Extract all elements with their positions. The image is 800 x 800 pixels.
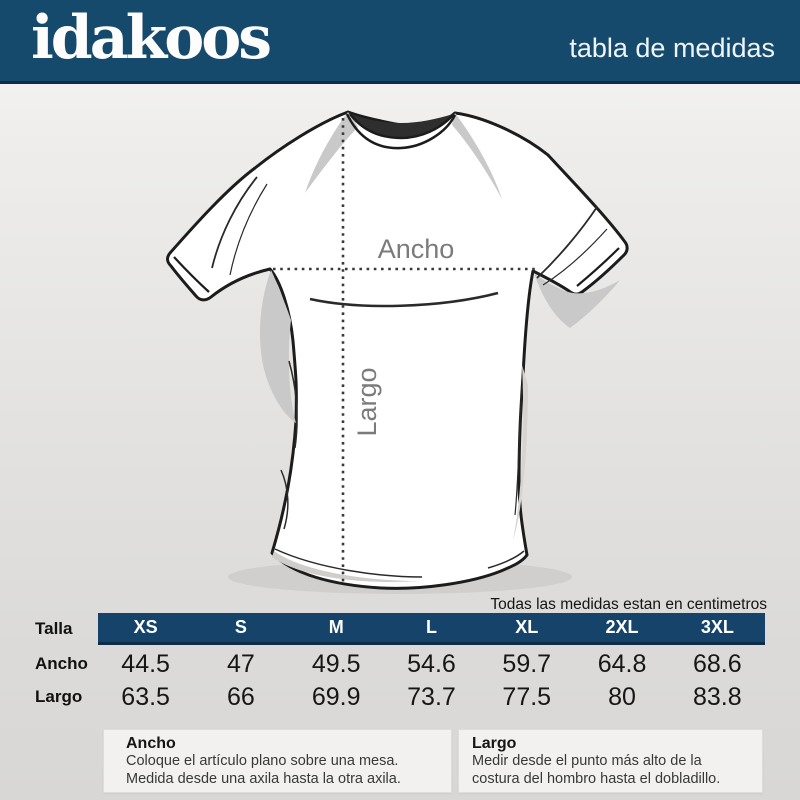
brand-logo: idakoos (31, 3, 272, 73)
largo-definition-line1: Medir desde el punto más alto de la (472, 753, 702, 769)
table-row-label-ancho: Ancho (35, 654, 88, 673)
size-header-3xl: 3XL (700, 617, 734, 637)
table-row-label-largo: Largo (35, 687, 83, 706)
ancho-definition-line1: Coloque el artículo plano sobre una mesa… (126, 753, 399, 769)
collar-band-line (345, 113, 457, 150)
largo-definition-title: Largo (472, 735, 517, 752)
largo-value: 66 (227, 683, 255, 711)
shirt-wrinkles (211, 176, 608, 578)
largo-value: 80 (608, 683, 636, 711)
largo-value: 63.5 (121, 683, 170, 711)
width-dimension-label: Ancho (377, 234, 455, 264)
ancho-value: 68.6 (692, 650, 742, 678)
tshirt-outline (166, 110, 629, 590)
units-note: Todas las medidas estan en centimetros (490, 596, 767, 613)
ancho-definition-box: Ancho Coloque el artículo plano sobre un… (103, 729, 452, 793)
size-header-xs: XS (133, 617, 158, 637)
size-header-2xl: 2XL (605, 617, 639, 637)
ancho-value: 44.5 (121, 650, 170, 678)
left-cuff-seam (173, 256, 210, 293)
size-table-header-row: XS S M L XL 2XL 3XL (98, 613, 765, 645)
ancho-value: 49.5 (311, 650, 361, 678)
tshirt-diagram (166, 110, 629, 594)
ancho-definition-title: Ancho (126, 735, 176, 752)
right-cuff-seam (576, 247, 620, 287)
size-header-xl: XL (515, 617, 539, 637)
table-row-largo: 63.5 66 69.9 73.7 77.5 80 83.8 (98, 681, 765, 713)
largo-definition-line2: costura del hombro hasta el dobladillo. (472, 770, 721, 787)
shirt-shading (259, 112, 620, 582)
ancho-value: 59.7 (502, 650, 552, 678)
table-row-ancho: 44.5 47 49.5 54.6 59.7 64.8 68.6 (98, 648, 765, 680)
page-title: tabla de medidas (569, 33, 775, 63)
size-header-l: L (425, 617, 437, 637)
ancho-value: 54.6 (407, 650, 456, 678)
ancho-value: 47 (227, 650, 255, 678)
length-dimension-label: Largo (352, 367, 382, 437)
largo-definition-box: Largo Medir desde el punto más alto de l… (458, 729, 763, 793)
size-header-m: M (328, 617, 344, 637)
ancho-definition-line2: Medida desde una axila hasta la otra axi… (126, 770, 401, 787)
largo-value: 73.7 (407, 683, 456, 711)
header-bar: idakoos tabla de medidas (0, 0, 800, 84)
largo-value: 77.5 (502, 683, 552, 711)
table-row-label-talla: Talla (35, 619, 73, 638)
collar-inner-line (349, 113, 454, 140)
largo-value: 83.8 (692, 683, 742, 711)
ancho-value: 64.8 (597, 650, 647, 678)
largo-value: 69.9 (311, 683, 361, 711)
size-header-s: S (234, 617, 247, 637)
